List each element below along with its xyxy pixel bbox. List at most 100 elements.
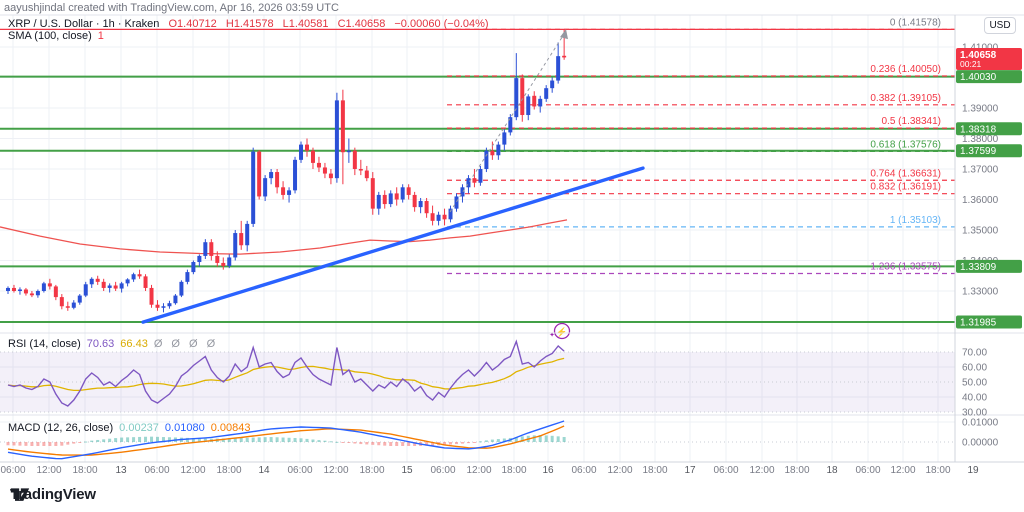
tradingview-logo-icon [10, 488, 30, 501]
macd-histogram-bar [407, 442, 411, 446]
candle [334, 100, 339, 179]
candle [161, 306, 166, 308]
macd-axis-label: 0.00000 [962, 438, 999, 449]
price-axis-label: 1.38000 [962, 134, 999, 145]
macd-histogram-bar [12, 442, 16, 446]
symbol-header[interactable]: XRP / U.S. Dollar · 1h · Kraken O1.40712… [8, 18, 489, 30]
time-axis-label: 18:00 [359, 465, 384, 476]
macd-histogram [6, 435, 566, 446]
candle [293, 159, 298, 191]
macd-histogram-bar [30, 442, 34, 446]
candle [65, 306, 70, 308]
time-axis-label: 18:00 [72, 465, 97, 476]
candle [532, 95, 537, 107]
candle [430, 213, 435, 221]
current-price-text: 1.40658 [960, 50, 997, 61]
time-axis-label: 18 [826, 465, 838, 476]
macd-histogram-bar [466, 442, 470, 444]
candle [119, 283, 124, 289]
ohlc-high-value: 1.41578 [233, 18, 274, 30]
candle [406, 187, 411, 195]
macd-axis-label: 0.01000 [962, 418, 999, 429]
candle [299, 144, 304, 160]
candle [442, 214, 447, 220]
macd-histogram-bar [84, 441, 88, 443]
macd-histogram-bar [449, 442, 453, 445]
candle [233, 233, 238, 258]
macd-signal-value: 0.00843 [210, 422, 251, 434]
macd-histogram-bar [233, 438, 237, 442]
candle [556, 56, 561, 81]
candle [454, 196, 459, 209]
fib-level-label: 0.832 (1.36191) [870, 182, 941, 193]
price-axis[interactable]: 1.410001.390001.380001.370001.360001.350… [956, 43, 1022, 449]
rsi-indicator-legend[interactable]: RSI (14, close) 70.63 66.43 Ø Ø Ø Ø [8, 338, 218, 350]
macd-indicator-legend[interactable]: MACD (12, 26, close) 0.00237 0.01080 0.0084… [8, 422, 250, 434]
fib-level-label: 0.382 (1.39105) [870, 93, 941, 104]
sma-label[interactable]: SMA (100, close) [8, 30, 92, 42]
currency-toggle[interactable]: USD [984, 17, 1016, 34]
sparkle-icon: ✦ [549, 331, 555, 339]
candle [364, 170, 369, 179]
time-axis-label: 06:00 [571, 465, 596, 476]
candle [412, 194, 417, 208]
candle [239, 233, 244, 246]
candle [197, 255, 202, 263]
candle [508, 117, 513, 133]
trendline[interactable] [141, 166, 645, 324]
macd-histogram-bar [413, 442, 417, 446]
time-axis-label: 18:00 [216, 465, 241, 476]
candle [83, 284, 88, 296]
sma-indicator-legend[interactable]: SMA (100, close) 1 [8, 30, 104, 42]
candle [6, 287, 10, 291]
candle [472, 178, 477, 183]
candle [382, 194, 387, 205]
candle [113, 285, 118, 289]
price-level-badge [956, 122, 1022, 136]
candle [478, 169, 483, 183]
macd-histogram-bar [389, 442, 393, 446]
trend-arrow-head [560, 29, 568, 40]
candle [436, 214, 441, 221]
macd-histogram-bar [478, 441, 482, 443]
symbol-title[interactable]: XRP / U.S. Dollar · 1h · Kraken [8, 18, 160, 30]
rsi-label[interactable]: RSI (14, close) [8, 338, 81, 350]
macd-histogram-bar [78, 442, 82, 443]
rsi-empty-values: Ø Ø Ø Ø [153, 338, 219, 350]
time-axis[interactable]: 06:00 12:00 18:00 13 06:00 12:00 18:00 14 06:00 1… [0, 465, 979, 476]
macd-histogram-bar [550, 435, 554, 442]
time-axis-label: 18:00 [642, 465, 667, 476]
macd-histogram-bar [556, 436, 560, 442]
macd-histogram-bar [311, 439, 315, 442]
candles [6, 29, 567, 313]
time-axis-label: 12:00 [890, 465, 915, 476]
macd-histogram-bar [108, 438, 112, 442]
macd-histogram-bar [42, 442, 46, 446]
candle [538, 98, 543, 107]
tradingview-logo[interactable]: TradingView [10, 486, 96, 503]
candle [215, 255, 220, 263]
candle [95, 278, 100, 282]
candle [514, 78, 519, 118]
candle [526, 96, 531, 116]
price-axis-label: 1.39000 [962, 104, 999, 115]
fib-level-label: 0.5 (1.38341) [882, 116, 942, 127]
macd-histogram-bar [167, 437, 171, 442]
macd-line [7, 420, 565, 460]
candle [89, 278, 94, 285]
macd-histogram-bar [323, 440, 327, 442]
candle [562, 55, 567, 58]
time-axis-label: 12:00 [607, 465, 632, 476]
boost-icon[interactable] [553, 322, 571, 340]
current-price-badge [956, 48, 1022, 70]
candle [173, 295, 178, 304]
rsi-ma-line [7, 357, 565, 392]
price-axis-label: 1.37000 [962, 165, 999, 176]
macd-histogram-bar [472, 442, 476, 443]
macd-label[interactable]: MACD (12, 26, close) [8, 422, 114, 434]
macd-histogram-bar [66, 442, 70, 445]
macd-histogram-bar [538, 435, 542, 442]
price-axis-label: 1.33000 [962, 287, 999, 298]
macd-histogram-bar [24, 442, 28, 446]
